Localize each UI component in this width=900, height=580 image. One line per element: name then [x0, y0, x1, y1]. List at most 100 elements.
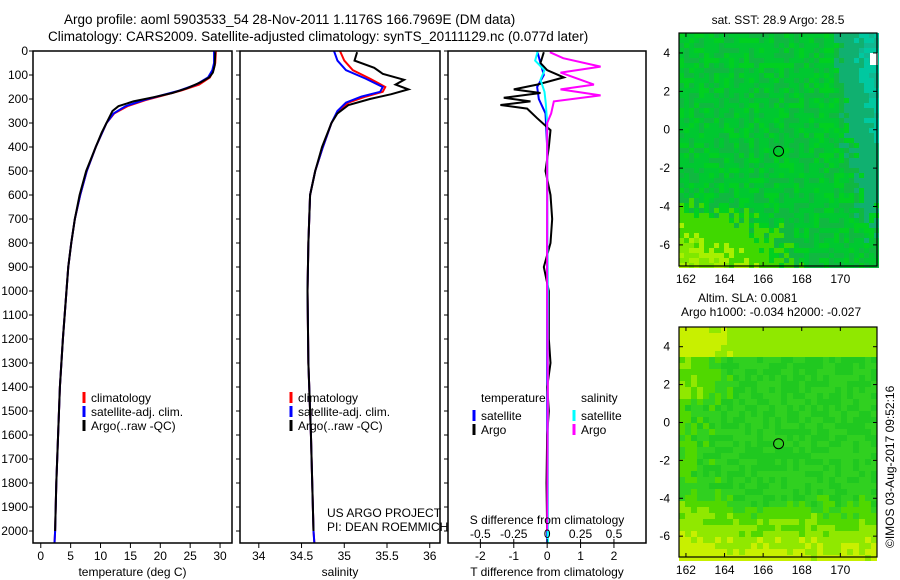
map-cell — [793, 477, 799, 483]
map-cell — [734, 168, 739, 173]
x-tick-label: 5 — [67, 549, 74, 563]
map-cell — [739, 363, 745, 369]
map-cell — [869, 153, 874, 158]
map-cell — [763, 441, 769, 447]
map-cell — [691, 465, 697, 471]
map-cell — [749, 53, 754, 58]
map-cell — [684, 113, 689, 118]
map-cell — [757, 549, 763, 555]
map-cell — [819, 143, 824, 148]
map-cell — [811, 363, 817, 369]
map-cell — [859, 465, 865, 471]
map-cell — [814, 108, 819, 113]
map-cell — [697, 381, 703, 387]
map-cell — [804, 208, 809, 213]
map-cell — [835, 393, 841, 399]
map-cell — [699, 183, 704, 188]
map-cell — [784, 203, 789, 208]
map-cell — [835, 519, 841, 525]
map-cell — [744, 43, 749, 48]
map-cell — [709, 357, 715, 363]
map-cell — [694, 133, 699, 138]
map-cell — [724, 103, 729, 108]
map-cell — [699, 88, 704, 93]
map-cell — [859, 153, 864, 158]
map-cell — [739, 417, 745, 423]
x-tick-label: 166 — [753, 272, 773, 286]
map-cell — [793, 501, 799, 507]
map-cell — [775, 501, 781, 507]
map-cell — [733, 459, 739, 465]
map-cell — [749, 208, 754, 213]
map-cell — [679, 103, 684, 108]
map-cell — [689, 48, 694, 53]
map-cell — [805, 549, 811, 555]
map-cell — [679, 465, 685, 471]
map-cell — [793, 381, 799, 387]
map-cell — [704, 58, 709, 63]
map-cell — [709, 411, 715, 417]
x-tick-label: 168 — [792, 563, 812, 577]
map-cell — [751, 345, 757, 351]
map-cell — [793, 375, 799, 381]
map-cell — [824, 243, 829, 248]
map-cell — [703, 525, 709, 531]
map-cell — [804, 83, 809, 88]
map-cell — [774, 243, 779, 248]
map-cell — [719, 183, 724, 188]
map-cell — [697, 531, 703, 537]
map-cell — [824, 83, 829, 88]
map-cell — [774, 103, 779, 108]
map-cell — [764, 33, 769, 38]
map-cell — [774, 73, 779, 78]
map-cell — [804, 238, 809, 243]
map-cell — [685, 519, 691, 525]
map-cell — [703, 531, 709, 537]
map-cell — [754, 78, 759, 83]
map-cell — [709, 531, 715, 537]
map-cell — [787, 333, 793, 339]
map-cell — [865, 549, 871, 555]
map-cell — [775, 369, 781, 375]
map-cell — [819, 123, 824, 128]
map-cell — [844, 33, 849, 38]
map-cell — [809, 153, 814, 158]
map-cell — [754, 168, 759, 173]
map-cell — [799, 223, 804, 228]
map-cell — [679, 423, 685, 429]
map-cell — [715, 507, 721, 513]
map-cell — [835, 459, 841, 465]
map-cell — [865, 363, 871, 369]
map-cell — [715, 381, 721, 387]
map-cell — [835, 525, 841, 531]
map-cell — [775, 465, 781, 471]
map-cell — [704, 73, 709, 78]
map-cell — [715, 537, 721, 543]
map-cell — [805, 327, 811, 333]
map-cell — [834, 203, 839, 208]
map-cell — [784, 198, 789, 203]
map-cell — [754, 188, 759, 193]
map-cell — [781, 483, 787, 489]
map-cell — [794, 123, 799, 128]
map-cell — [805, 339, 811, 345]
map-cell — [839, 53, 844, 58]
legend-label: Argo(..raw -QC) — [91, 419, 176, 433]
map-cell — [871, 399, 877, 405]
map-cell — [703, 417, 709, 423]
map-cell — [733, 441, 739, 447]
map-cell — [814, 203, 819, 208]
map-cell — [757, 375, 763, 381]
map-cell — [844, 178, 849, 183]
map-cell — [829, 158, 834, 163]
map-cell — [853, 357, 859, 363]
map-cell — [759, 248, 764, 253]
map-cell — [709, 88, 714, 93]
map-cell — [751, 549, 757, 555]
map-cell — [763, 393, 769, 399]
map-cell — [819, 253, 824, 258]
map-cell — [824, 108, 829, 113]
map-cell — [775, 531, 781, 537]
map-cell — [789, 158, 794, 163]
map-cell — [865, 387, 871, 393]
